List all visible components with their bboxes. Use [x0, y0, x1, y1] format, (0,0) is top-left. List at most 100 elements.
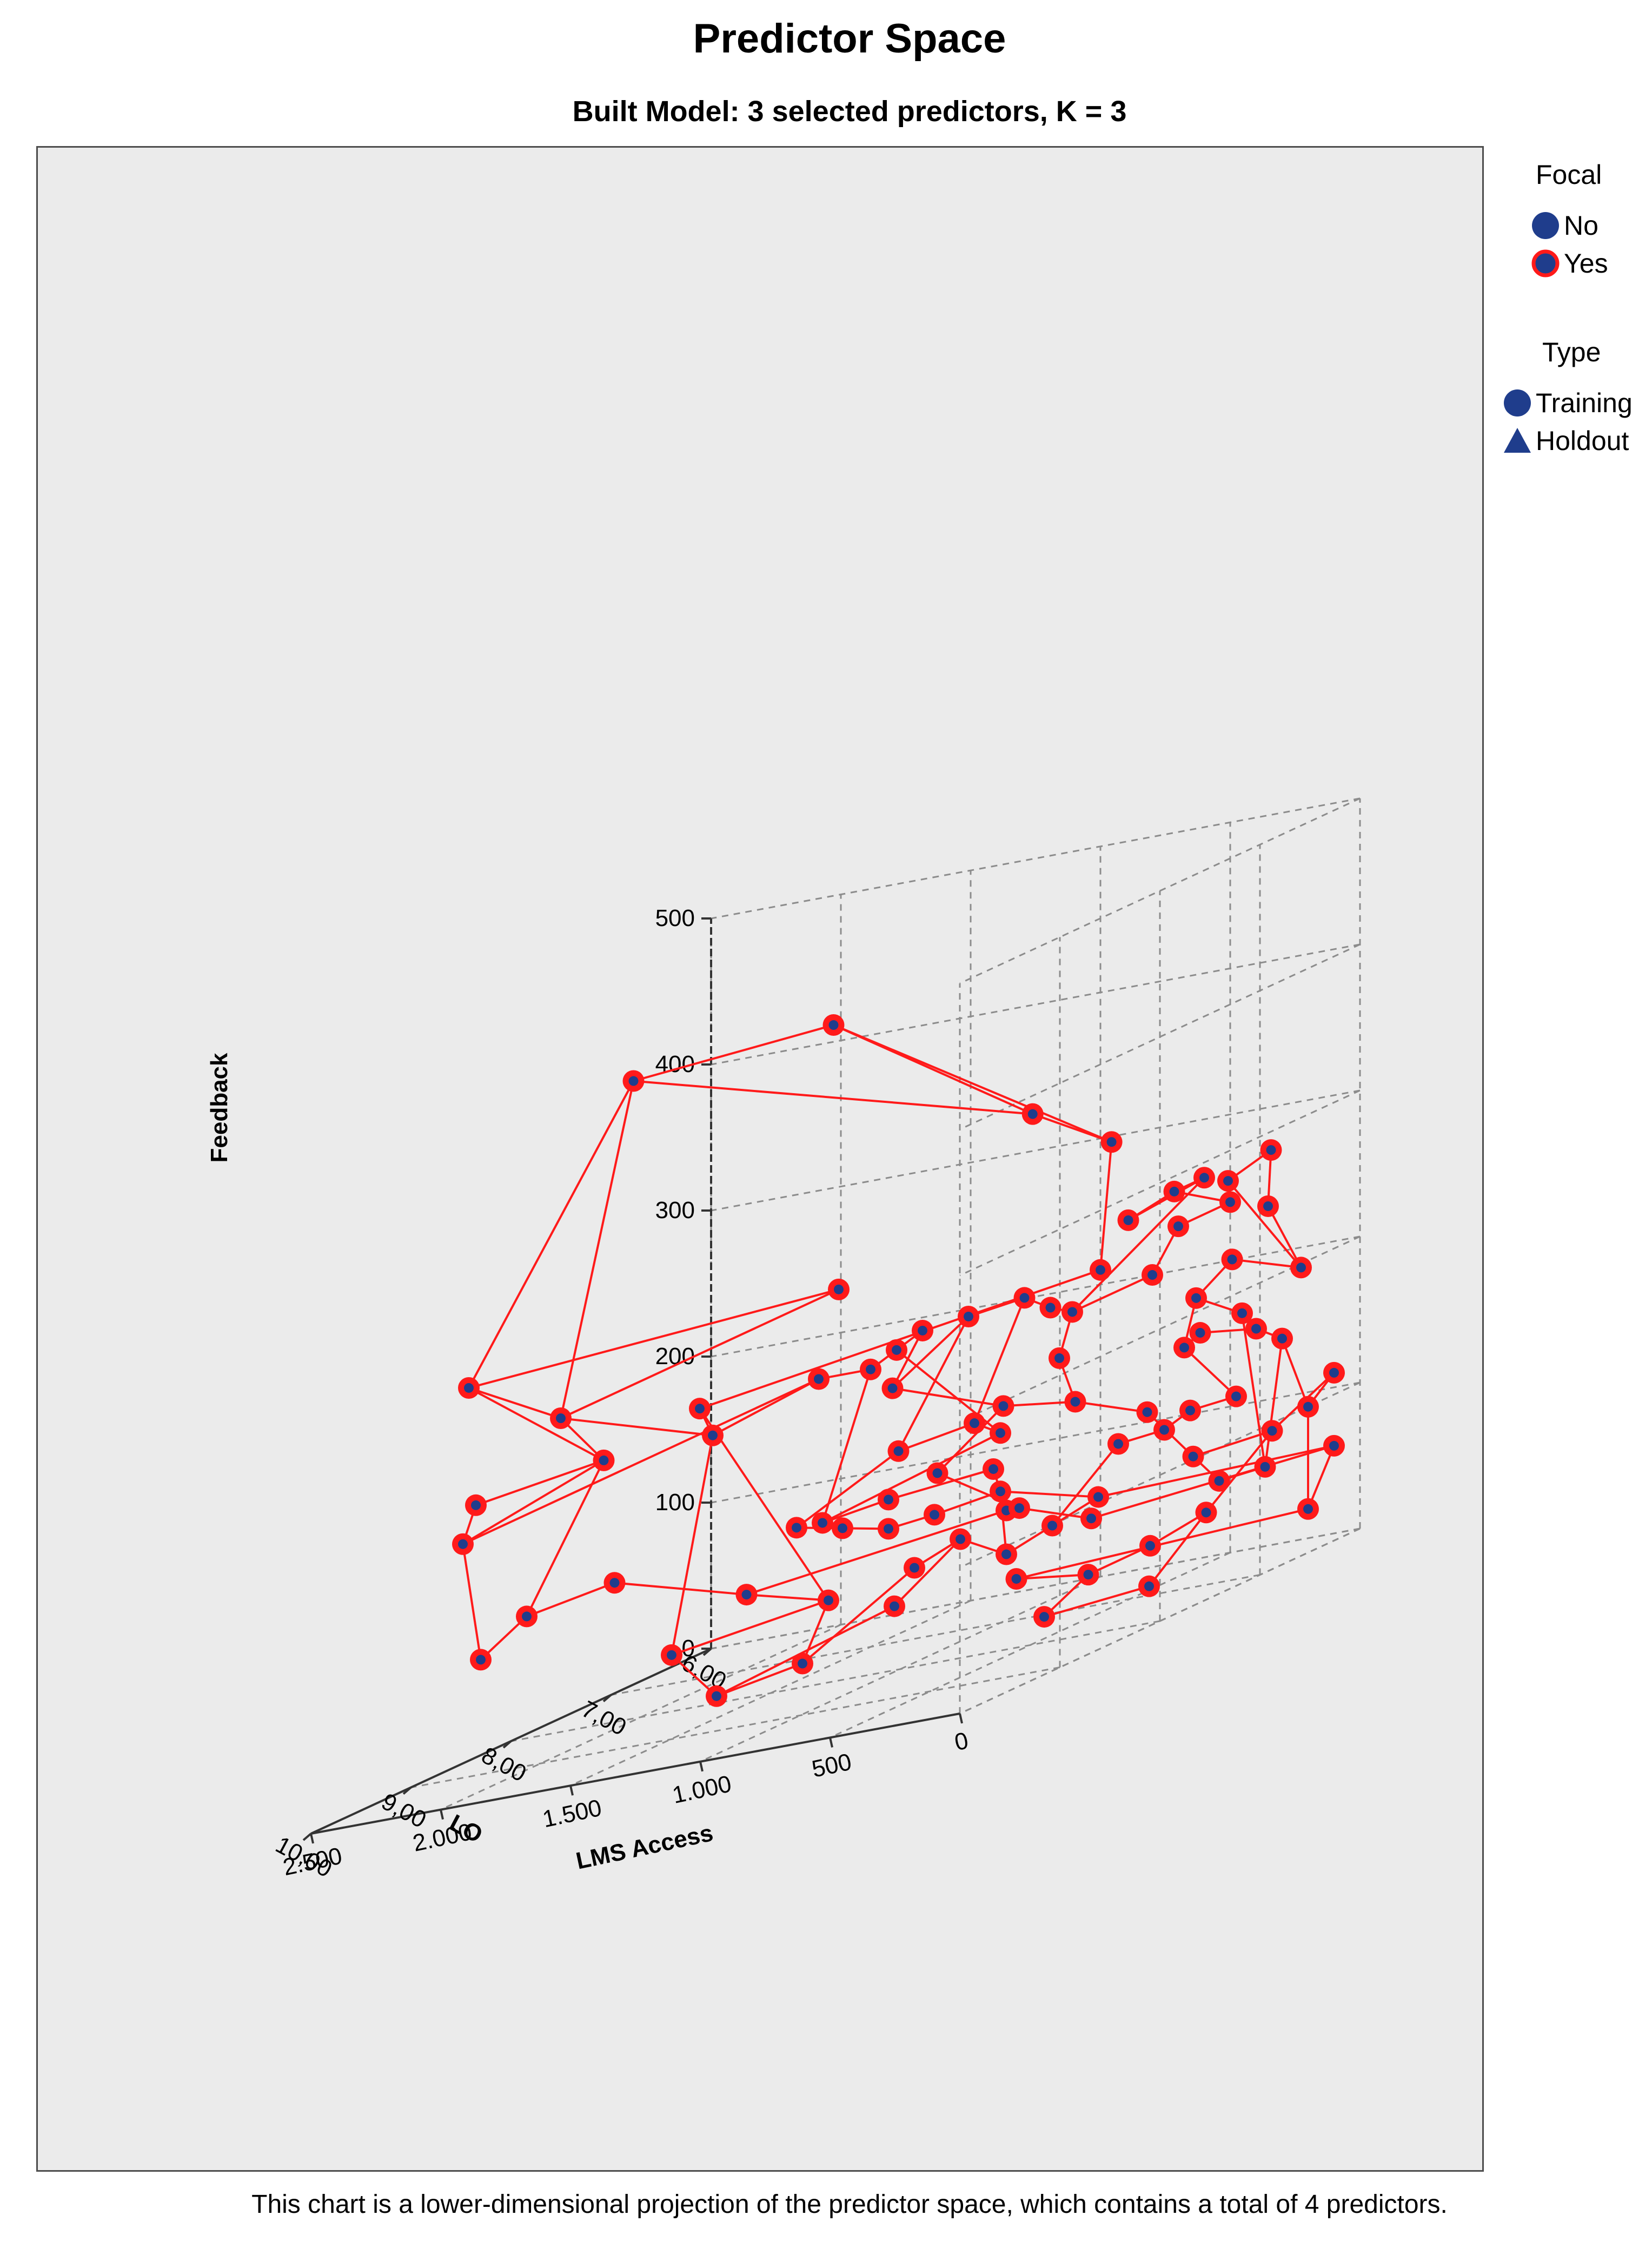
data-point	[599, 1455, 609, 1465]
data-point	[1142, 1407, 1152, 1417]
neighbor-connector-line	[821, 1369, 872, 1524]
data-point	[522, 1611, 532, 1622]
lms-tick-label: 0	[952, 1727, 971, 1756]
plot-3d-canvas: 01002003004005006,007,008,009,0010,00050…	[206, 797, 1361, 1883]
data-point	[1296, 1262, 1306, 1273]
neighbor-connector-line	[1183, 1346, 1237, 1398]
data-point	[1173, 1221, 1183, 1232]
data-point	[741, 1590, 752, 1600]
data-point	[1260, 1462, 1270, 1472]
data-point	[910, 1563, 919, 1573]
neighbor-connector-line	[614, 1582, 747, 1596]
data-point	[1001, 1549, 1011, 1559]
data-point	[792, 1523, 801, 1533]
legend-item-focal-yes: Yes	[1530, 248, 1608, 279]
data-point	[1225, 1197, 1235, 1207]
gridline-back-wall-horizontal	[711, 943, 1361, 1066]
data-point	[1329, 1367, 1339, 1378]
data-point	[838, 1523, 847, 1533]
data-point	[1144, 1581, 1154, 1591]
neighbor-connector-line	[526, 1582, 615, 1618]
gridline-floor	[711, 1528, 1361, 1650]
chart-footnote: This chart is a lower-dimensional projec…	[251, 2190, 1448, 2219]
data-point	[1027, 1109, 1038, 1119]
lms-tick-label: 1.500	[540, 1795, 604, 1833]
lo-tick-mark	[702, 1648, 712, 1656]
data-point	[1123, 1215, 1133, 1225]
data-point	[628, 1076, 639, 1086]
legend-circle-icon	[1532, 212, 1559, 239]
data-point	[1223, 1176, 1233, 1186]
neighbor-connector-line	[1149, 1511, 1207, 1547]
gridline-floor	[510, 1620, 1160, 1742]
data-point	[1169, 1186, 1179, 1196]
lms-tick-mark	[829, 1737, 833, 1748]
lo-tick-mark	[402, 1786, 412, 1795]
neighbor-connector-line	[892, 1315, 970, 1390]
neighbor-connector-line	[560, 1417, 713, 1437]
data-point	[1251, 1324, 1261, 1334]
gridline-floor	[410, 1667, 1060, 1788]
neighbor-connector-line	[462, 1459, 605, 1545]
z-tick-label: 100	[655, 1489, 695, 1516]
neighbor-connector-line	[671, 1599, 829, 1656]
data-point	[996, 1428, 1005, 1438]
neighbor-connector-line	[462, 1544, 482, 1660]
data-point	[1267, 1426, 1277, 1436]
data-point	[1237, 1308, 1247, 1318]
data-point	[556, 1413, 566, 1423]
neighbor-connector-line	[712, 1378, 819, 1437]
data-point	[887, 1383, 898, 1393]
chart-subtitle: Built Model: 3 selected predictors, K = …	[572, 95, 1127, 128]
lms-tick-mark	[310, 1833, 314, 1844]
neighbor-connector-line	[671, 1435, 714, 1656]
neighbor-connector-line	[1232, 1258, 1302, 1269]
neighbor-connector-line	[1264, 1338, 1283, 1467]
lo-tick-mark	[502, 1740, 512, 1749]
neighbor-connector-line	[801, 1566, 915, 1665]
data-point	[1047, 1520, 1057, 1531]
data-point	[1083, 1570, 1093, 1580]
neighbor-connector-line	[468, 1080, 635, 1388]
neighbor-connector-line	[795, 1450, 899, 1529]
data-point	[834, 1284, 844, 1294]
neighbor-connector-line	[822, 1432, 1001, 1524]
data-point	[932, 1468, 943, 1478]
gridline-back-wall-horizontal	[711, 1381, 1361, 1504]
lms-axis-title: LMS Access	[574, 1820, 715, 1874]
data-point	[1231, 1391, 1241, 1401]
data-point	[1045, 1302, 1056, 1313]
data-point	[1106, 1137, 1117, 1147]
neighbor-connector-line	[560, 1288, 839, 1419]
data-point	[1014, 1503, 1024, 1513]
lms-axis-line	[310, 1712, 960, 1835]
data-point	[464, 1383, 474, 1393]
legend-type-title: Type	[1542, 337, 1601, 367]
neighbor-connector-line	[1087, 1544, 1151, 1576]
data-point	[1277, 1333, 1287, 1344]
data-point	[712, 1691, 721, 1701]
legend-label: No	[1564, 210, 1598, 241]
gridline-back-wall-horizontal	[711, 1089, 1361, 1212]
neighbor-connector-line	[1032, 1113, 1112, 1143]
neighbor-connector-line	[1071, 1176, 1205, 1313]
neighbor-connector-line	[746, 1509, 1007, 1596]
neighbor-connector-line	[1267, 1206, 1302, 1268]
neighbor-connector-line	[1003, 1400, 1076, 1407]
data-point	[1147, 1270, 1157, 1280]
lms-tick-mark	[959, 1713, 963, 1724]
data-point	[471, 1500, 481, 1510]
data-point	[956, 1534, 965, 1544]
neighbor-connector-line	[468, 1288, 839, 1389]
gridline-back-wall-horizontal	[711, 1235, 1361, 1358]
data-point	[1019, 1293, 1030, 1303]
lms-tick-label: 1.000	[670, 1770, 734, 1809]
plot-panel: 01002003004005006,007,008,009,0010,00050…	[36, 146, 1484, 2172]
z-tick-label: 300	[655, 1197, 695, 1224]
lms-tick-mark	[440, 1809, 444, 1820]
legend-circle-ring-icon	[1531, 249, 1560, 277]
data-point	[1086, 1513, 1096, 1524]
data-point	[1201, 1507, 1211, 1518]
data-point	[1195, 1328, 1205, 1338]
data-point	[1113, 1439, 1123, 1449]
